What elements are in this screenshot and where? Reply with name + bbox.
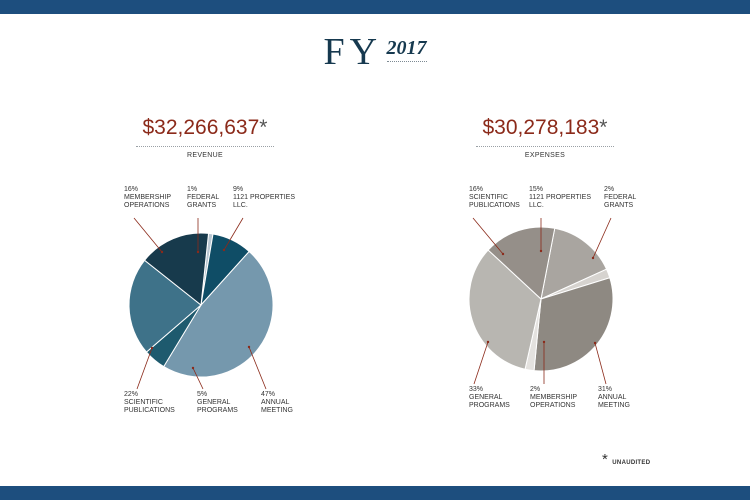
expenses-leader-dot-3: [542, 340, 546, 344]
expenses-label-1121-properties: 15% 1121 PROPERTIES LLC.: [529, 186, 591, 209]
expenses-leader-dot-1: [591, 256, 595, 260]
revenue-total-mark: *: [259, 116, 268, 139]
expenses-leader-dot-5: [501, 252, 505, 256]
revenue-label-1121-properties: 9% 1121 PROPERTIES LLC.: [233, 186, 295, 209]
unaudited-text: UNAUDITED: [612, 460, 651, 466]
top-banner: [0, 0, 750, 14]
revenue-leader-line-2: [248, 346, 267, 390]
revenue-total-value: $32,266,637: [142, 116, 260, 139]
expenses-leader-dot-0: [539, 249, 543, 253]
revenue-leader-line-4: [136, 347, 153, 390]
expenses-label-membership-operations: 2% MEMBERSHIP OPERATIONS: [530, 386, 578, 409]
revenue-leader-dot-2: [247, 345, 251, 349]
revenue-slice-2: [163, 250, 274, 378]
expenses-slice-2: [533, 277, 614, 372]
revenue-slice-4: [128, 259, 202, 353]
revenue-leader-dot-4: [150, 346, 154, 350]
expenses-caption: EXPENSES: [524, 152, 566, 159]
revenue-leader-line-3: [192, 367, 204, 390]
revenue-leader-line-5: [133, 217, 163, 253]
expenses-slice-5: [487, 226, 556, 300]
revenue-leader-dot-5: [160, 250, 164, 254]
expenses-total: $30,278,183*: [395, 116, 695, 140]
page-title: FY 2017: [0, 30, 750, 74]
expenses-total-value: $30,278,183: [482, 116, 600, 139]
title-year: 2017: [386, 37, 427, 62]
revenue-label-membership-operations: 16% MEMBERSHIP OPERATIONS: [124, 186, 172, 209]
unaudited-note: * UNAUDITED: [602, 451, 650, 469]
unaudited-asterisk: *: [602, 451, 608, 468]
expenses-label-general-programs: 33% GENERAL PROGRAMS: [469, 386, 510, 409]
expenses-label-annual-meeting: 31% ANNUAL MEETING: [598, 386, 630, 409]
revenue-slice-5: [143, 232, 210, 306]
revenue-total: $32,266,637*: [55, 116, 355, 140]
revenue-label-general-programs: 5% GENERAL PROGRAMS: [197, 391, 238, 414]
expenses-leader-line-1: [592, 217, 612, 259]
revenue-leader-line-1: [223, 217, 244, 251]
revenue-label-annual-meeting: 47% ANNUAL MEETING: [261, 391, 293, 414]
revenue-caption: REVENUE: [187, 152, 223, 159]
revenue-leader-dot-1: [222, 248, 226, 252]
revenue-leader-dot-0: [196, 250, 200, 254]
expenses-leader-dot-2: [593, 341, 597, 345]
bottom-banner: [0, 486, 750, 500]
revenue-divider: [136, 146, 274, 147]
title-fy: FY: [323, 31, 383, 73]
expenses-leader-dot-4: [486, 340, 490, 344]
expenses-divider: [476, 146, 614, 147]
expenses-leader-line-4: [473, 341, 489, 385]
expenses-label-scientific-publications: 16% SCIENTIFIC PUBLICATIONS: [469, 186, 520, 209]
expenses-total-mark: *: [599, 116, 608, 139]
expenses-label-federal-grants: 2% FEDERAL GRANTS: [604, 186, 637, 209]
expenses-slice-4: [468, 249, 542, 370]
expenses-slice-0: [540, 227, 608, 300]
expenses-leader-line-2: [594, 342, 607, 385]
revenue-label-federal-grants: 1% FEDERAL GRANTS: [187, 186, 220, 209]
revenue-label-scientific-publications: 22% SCIENTIFIC PUBLICATIONS: [124, 391, 175, 414]
revenue-leader-dot-3: [191, 366, 195, 370]
expenses-leader-line-5: [472, 217, 504, 255]
